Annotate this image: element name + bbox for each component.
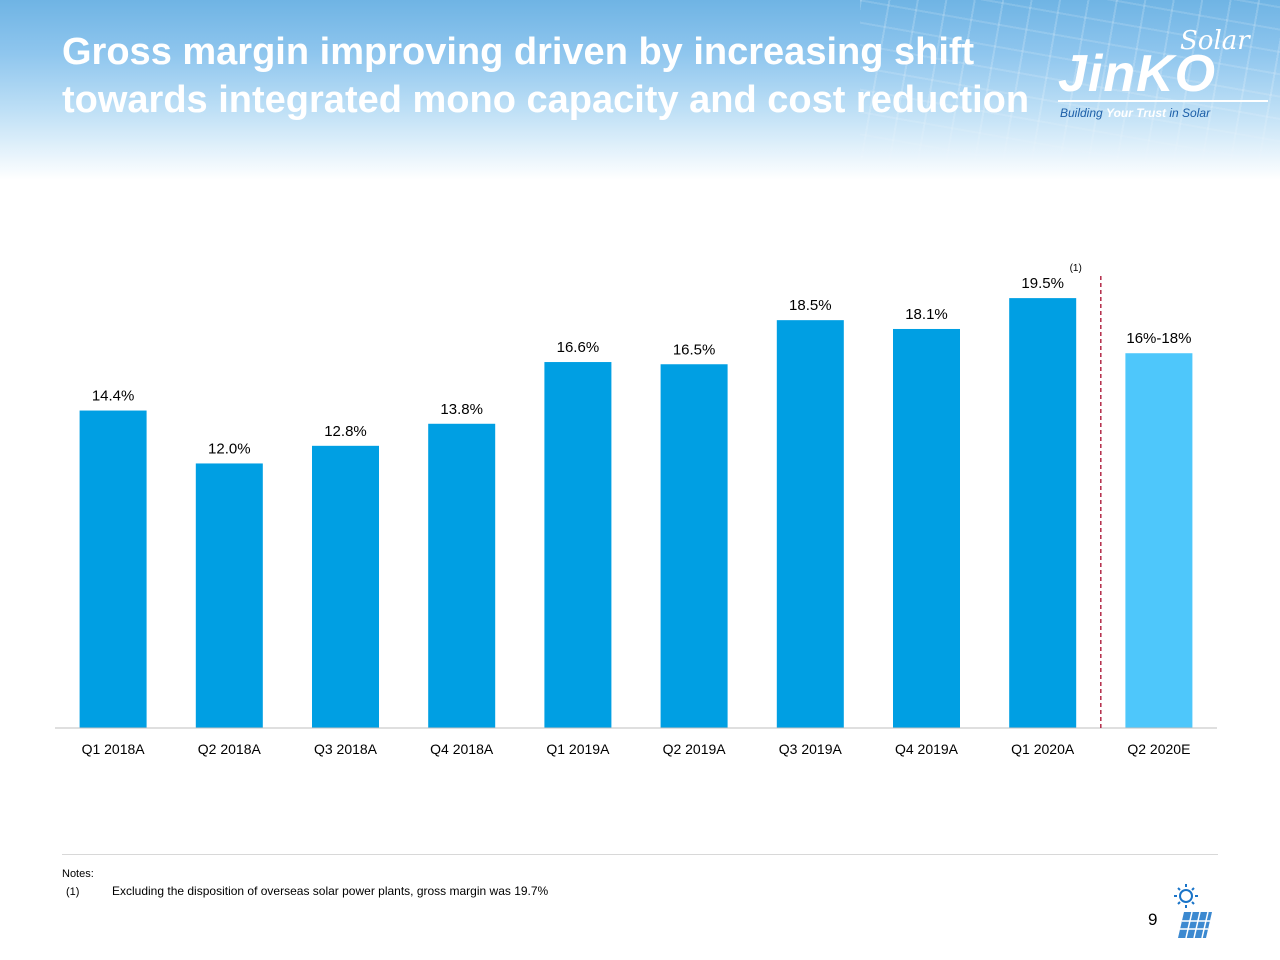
x-tick-label-6: Q3 2019A <box>779 741 843 757</box>
x-tick-label-7: Q4 2019A <box>895 741 959 757</box>
x-tick-label-9: Q2 2020E <box>1127 741 1190 757</box>
notes-divider <box>62 854 1218 855</box>
data-label-5: 16.5% <box>673 341 716 358</box>
header-banner: Gross margin improving driven by increas… <box>0 0 1280 180</box>
bar-9 <box>1125 353 1193 728</box>
bar-2 <box>312 445 379 728</box>
note-1-text: Excluding the disposition of overseas so… <box>112 884 549 898</box>
data-label-4: 16.6% <box>557 339 600 356</box>
x-tick-label-1: Q2 2018A <box>198 741 262 757</box>
slide-title-line-1: Gross margin improving driven by increas… <box>62 31 975 73</box>
data-label-3: 13.8% <box>440 401 483 418</box>
data-label-0: 14.4% <box>92 388 135 405</box>
notes-heading: Notes: <box>62 868 94 880</box>
slide-title: Gross margin improving driven by increas… <box>62 28 1062 124</box>
data-label-6: 18.5% <box>789 297 832 314</box>
bar-7 <box>893 328 960 728</box>
jinko-solar-logo: Solar JinKO Building Your Trust in Solar <box>1040 26 1280 126</box>
x-tick-label-5: Q2 2019A <box>663 741 727 757</box>
slide-title-line-2: towards integrated mono capacity and cos… <box>62 79 1030 121</box>
data-label-2: 12.8% <box>324 423 367 440</box>
x-tick-label-2: Q3 2018A <box>314 741 378 757</box>
bar-6 <box>776 320 844 728</box>
bar-8 <box>1009 298 1077 728</box>
note-1-marker: (1) <box>66 886 80 898</box>
x-tick-label-0: Q1 2018A <box>82 741 146 757</box>
footnote-marker-1: (1) <box>1070 263 1082 274</box>
bar-4 <box>544 362 612 728</box>
solar-panel-background <box>860 0 1280 180</box>
solar-panel-sun-icon <box>1174 884 1212 939</box>
x-tick-label-4: Q1 2019A <box>546 741 610 757</box>
page-number: 9 <box>1148 910 1158 929</box>
logo-brand-name: JinKO <box>1058 45 1217 103</box>
data-label-9: 16%-18% <box>1126 330 1191 347</box>
data-label-7: 18.1% <box>905 306 948 323</box>
logo-solar-script: Solar <box>1180 26 1250 56</box>
bar-0 <box>79 410 147 728</box>
bar-1 <box>195 463 263 728</box>
data-label-8: 19.5% <box>1021 275 1064 292</box>
bar-3 <box>428 423 496 728</box>
data-label-1: 12.0% <box>208 440 251 457</box>
bar-5 <box>660 364 728 728</box>
logo-tagline: Building Your Trust in Solar <box>1060 106 1211 120</box>
x-tick-label-3: Q4 2018A <box>430 741 494 757</box>
x-tick-label-8: Q1 2020A <box>1011 741 1075 757</box>
logo-underline <box>1058 100 1268 102</box>
